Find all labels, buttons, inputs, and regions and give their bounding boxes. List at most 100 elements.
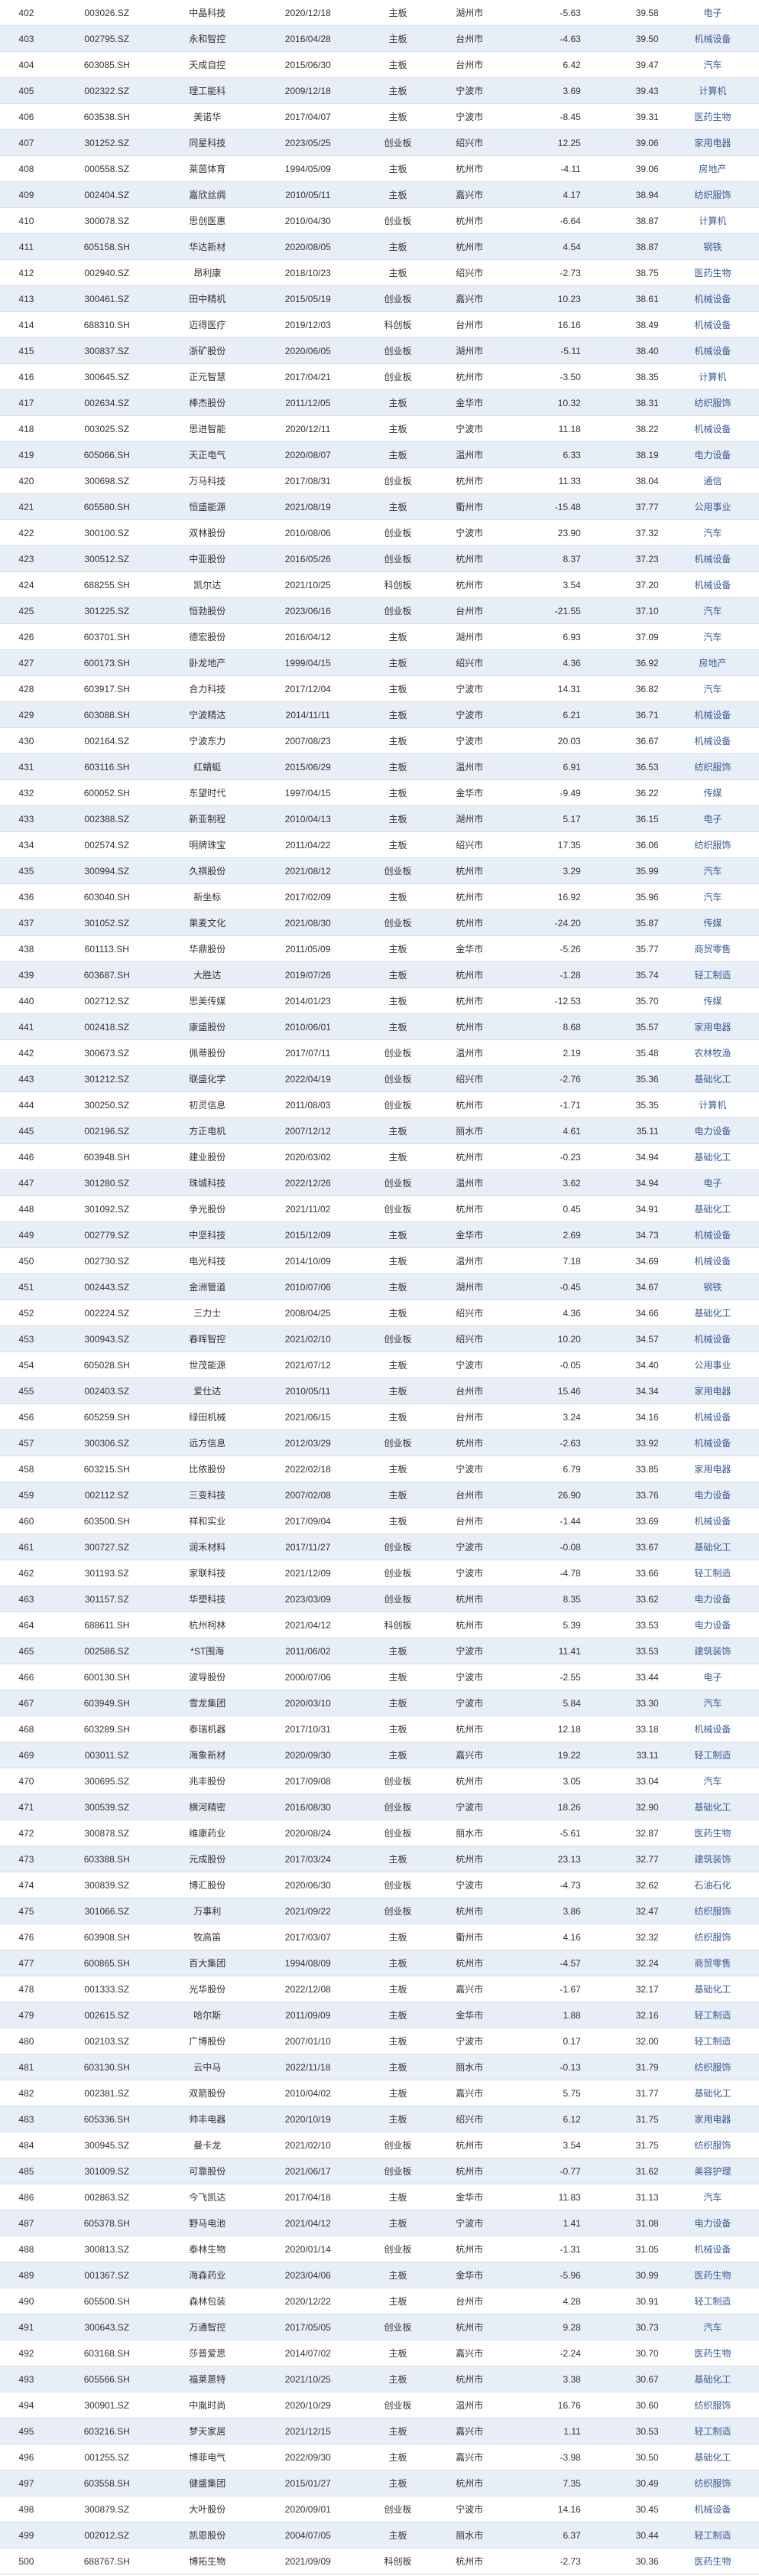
table-row: 470300695.SZ兆丰股份2017/09/08创业板杭州市3.0533.0… xyxy=(0,1768,759,1794)
cell-val2: 30.50 xyxy=(589,2444,667,2470)
table-row: 499002012.SZ凯恩股份2004/07/05主板丽水市6.3730.44… xyxy=(0,2522,759,2548)
cell-industry: 计算机 xyxy=(667,78,759,104)
table-row: 455002403.SZ爱仕达2010/05/11主板台州市15.4634.34… xyxy=(0,1378,759,1404)
table-row: 415300837.SZ浙矿股份2020/06/05创业板湖州市-5.1138.… xyxy=(0,338,759,364)
cell-date: 2016/04/12 xyxy=(254,624,362,650)
cell-name: 广博股份 xyxy=(161,2028,254,2054)
cell-val2: 38.22 xyxy=(589,416,667,442)
cell-name: 远方信息 xyxy=(161,1430,254,1456)
table-row: 483605336.SH帅丰电器2020/10/19主板绍兴市6.1231.75… xyxy=(0,2106,759,2132)
table-row: 480002103.SZ广博股份2007/01/10主板宁波市0.1732.00… xyxy=(0,2028,759,2054)
cell-industry: 汽车 xyxy=(667,2184,759,2210)
cell-industry: 农林牧渔 xyxy=(667,1040,759,1066)
cell-board: 创业板 xyxy=(362,598,434,624)
cell-code: 301009.SZ xyxy=(53,2158,161,2184)
table-row: 418003025.SZ思进智能2020/12/11主板宁波市11.1838.2… xyxy=(0,416,759,442)
cell-industry: 计算机 xyxy=(667,1092,759,1118)
cell-val2: 35.35 xyxy=(589,1092,667,1118)
cell-name: 杭州柯林 xyxy=(161,1612,254,1638)
cell-code: 688611.SH xyxy=(53,1612,161,1638)
cell-date: 2020/12/18 xyxy=(254,0,362,26)
cell-val1: 8.35 xyxy=(505,1586,589,1612)
table-row: 421605580.SH恒盛能源2021/08/19主板衢州市-15.4837.… xyxy=(0,494,759,520)
cell-val1: -2.55 xyxy=(505,1664,589,1690)
cell-idx: 433 xyxy=(0,806,53,832)
cell-industry: 基础化工 xyxy=(667,1300,759,1326)
cell-name: 中坚科技 xyxy=(161,1222,254,1248)
cell-val1: -5.96 xyxy=(505,2262,589,2288)
cell-date: 2017/10/31 xyxy=(254,1716,362,1742)
cell-val2: 37.77 xyxy=(589,494,667,520)
cell-code: 002103.SZ xyxy=(53,2028,161,2054)
cell-idx: 451 xyxy=(0,1274,53,1300)
cell-board: 主板 xyxy=(362,1404,434,1430)
cell-city: 嘉兴市 xyxy=(433,182,505,208)
cell-name: 恒盛能源 xyxy=(161,494,254,520)
cell-val2: 30.49 xyxy=(589,2470,667,2496)
cell-date: 2021/02/10 xyxy=(254,1326,362,1352)
table-row: 442300673.SZ佩蒂股份2017/07/11创业板温州市2.1935.4… xyxy=(0,1040,759,1066)
cell-industry: 家用电器 xyxy=(667,1014,759,1040)
cell-idx: 432 xyxy=(0,780,53,806)
cell-date: 2014/10/09 xyxy=(254,1248,362,1274)
cell-board: 主板 xyxy=(362,1950,434,1976)
cell-date: 2023/05/25 xyxy=(254,130,362,156)
cell-code: 001367.SZ xyxy=(53,2262,161,2288)
cell-val1: 20.03 xyxy=(505,728,589,754)
cell-name: 思美传媒 xyxy=(161,988,254,1014)
cell-val2: 30.99 xyxy=(589,2262,667,2288)
cell-board: 创业板 xyxy=(362,1820,434,1846)
cell-idx: 460 xyxy=(0,1508,53,1534)
cell-board: 主板 xyxy=(362,0,434,26)
cell-city: 湖州市 xyxy=(433,338,505,364)
cell-date: 2021/09/09 xyxy=(254,2548,362,2574)
cell-board: 创业板 xyxy=(362,2132,434,2158)
cell-city: 宁波市 xyxy=(433,728,505,754)
cell-idx: 434 xyxy=(0,832,53,858)
cell-code: 002404.SZ xyxy=(53,182,161,208)
cell-industry: 基础化工 xyxy=(667,1066,759,1092)
cell-val2: 33.69 xyxy=(589,1508,667,1534)
table-row: 409002404.SZ嘉欣丝绸2010/05/11主板嘉兴市4.1738.94… xyxy=(0,182,759,208)
table-row: 465002586.SZ*ST围海2011/06/02主板宁波市11.4133.… xyxy=(0,1638,759,1664)
cell-val1: 10.23 xyxy=(505,286,589,312)
cell-board: 主板 xyxy=(362,78,434,104)
table-row: 405002322.SZ理工能科2009/12/18主板宁波市3.6939.43… xyxy=(0,78,759,104)
cell-industry: 机械设备 xyxy=(667,572,759,598)
table-row: 448301092.SZ争光股份2021/11/02创业板杭州市0.4534.9… xyxy=(0,1196,759,1222)
cell-name: 比依股份 xyxy=(161,1456,254,1482)
table-row: 488300813.SZ泰林生物2020/01/14创业板杭州市-1.3131.… xyxy=(0,2236,759,2262)
cell-val1: -2.73 xyxy=(505,260,589,286)
cell-val1: -5.11 xyxy=(505,338,589,364)
table-row: 419605066.SH天正电气2020/08/07主板温州市6.3338.19… xyxy=(0,442,759,468)
cell-date: 1999/04/15 xyxy=(254,650,362,676)
cell-val1: 1.41 xyxy=(505,2210,589,2236)
cell-idx: 465 xyxy=(0,1638,53,1664)
cell-name: 双箭股份 xyxy=(161,2080,254,2106)
cell-val2: 38.04 xyxy=(589,468,667,494)
cell-idx: 446 xyxy=(0,1144,53,1170)
cell-val2: 36.92 xyxy=(589,650,667,676)
cell-code: 002224.SZ xyxy=(53,1300,161,1326)
cell-val1: 5.84 xyxy=(505,1690,589,1716)
cell-date: 2017/09/04 xyxy=(254,1508,362,1534)
cell-city: 杭州市 xyxy=(433,1846,505,1872)
cell-val2: 33.04 xyxy=(589,1768,667,1794)
cell-idx: 481 xyxy=(0,2054,53,2080)
cell-code: 688255.SH xyxy=(53,572,161,598)
cell-industry: 电子 xyxy=(667,1664,759,1690)
cell-name: 美诺华 xyxy=(161,104,254,130)
cell-industry: 家用电器 xyxy=(667,1378,759,1404)
cell-val1: 6.79 xyxy=(505,1456,589,1482)
cell-val1: -0.13 xyxy=(505,2054,589,2080)
cell-idx: 411 xyxy=(0,234,53,260)
cell-industry: 机械设备 xyxy=(667,2236,759,2262)
cell-name: 思进智能 xyxy=(161,416,254,442)
cell-city: 杭州市 xyxy=(433,1014,505,1040)
cell-code: 300643.SZ xyxy=(53,2314,161,2340)
cell-city: 杭州市 xyxy=(433,2548,505,2574)
cell-val1: 15.46 xyxy=(505,1378,589,1404)
cell-name: 争光股份 xyxy=(161,1196,254,1222)
cell-city: 绍兴市 xyxy=(433,1300,505,1326)
cell-code: 300698.SZ xyxy=(53,468,161,494)
